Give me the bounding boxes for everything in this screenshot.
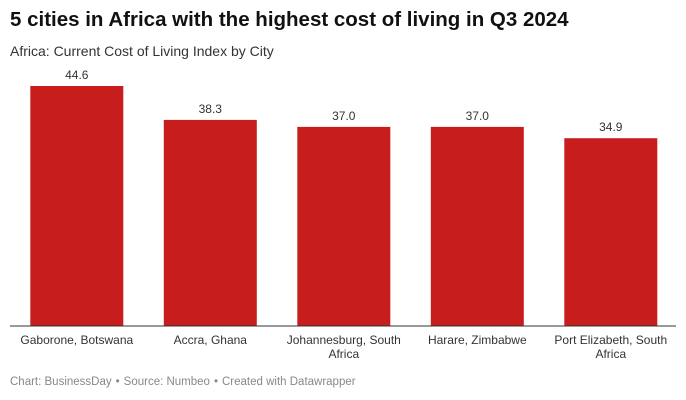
value-label-4: 34.9: [599, 120, 623, 134]
source-credit: Source: Numbeo: [123, 376, 210, 388]
chart-subtitle: Africa: Current Cost of Living Index by …: [10, 43, 274, 59]
category-labels-group: Gaborone, Botswana Accra, Ghana Johannesbu…: [20, 333, 667, 361]
bars-group: [30, 86, 658, 327]
bar-0: [30, 86, 124, 326]
category-label-2: Johannesburg, South Africa: [287, 333, 401, 361]
value-label-3: 37.0: [466, 109, 490, 123]
bar-2: [297, 126, 391, 327]
category-label-4: Port Elizabeth, South Africa: [554, 333, 667, 361]
chart-credit: Chart: BusinessDay: [10, 376, 112, 388]
bar-4: [564, 138, 658, 326]
value-labels-group: 44.6 38.3 37.0 37.0 34.9: [65, 68, 623, 134]
chart-footer: Chart: BusinessDay • Source: Numbeo • Create…: [10, 376, 356, 388]
category-label-1: Accra, Ghana: [174, 333, 248, 347]
bar-3: [430, 126, 524, 327]
chart-title: 5 cities in Africa with the highest cost…: [10, 8, 569, 31]
category-label-0: Gaborone, Botswana: [20, 333, 133, 347]
value-label-0: 44.6: [65, 68, 89, 82]
value-label-1: 38.3: [199, 102, 223, 116]
category-label-3: Harare, Zimbabwe: [428, 333, 527, 347]
value-label-2: 37.0: [332, 109, 356, 123]
datawrapper-credit: Created with Datawrapper: [221, 376, 356, 388]
bar-1: [163, 119, 257, 327]
